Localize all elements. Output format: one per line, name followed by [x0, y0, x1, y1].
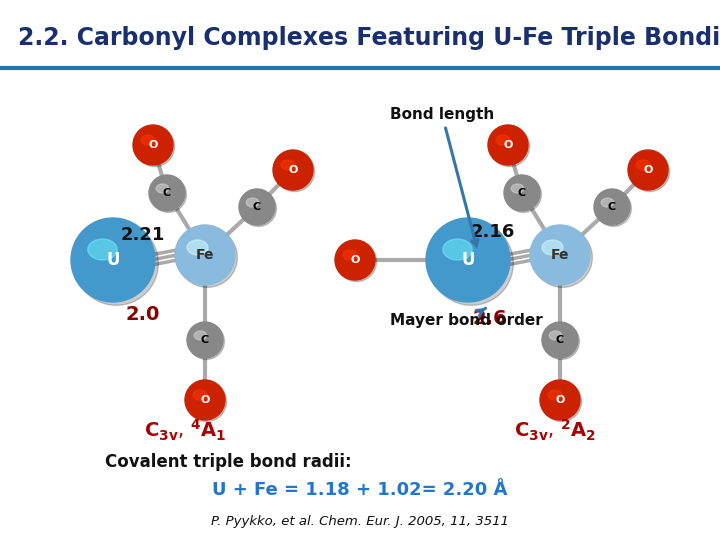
Text: O: O: [200, 395, 210, 405]
Text: U: U: [107, 251, 120, 269]
Circle shape: [532, 227, 593, 287]
Text: O: O: [351, 255, 360, 265]
Circle shape: [594, 189, 630, 225]
Ellipse shape: [187, 240, 208, 255]
Text: $\bf{C_{3v}}$, $^{\bf{2}}\bf{A_2}$: $\bf{C_{3v}}$, $^{\bf{2}}\bf{A_2}$: [514, 417, 596, 443]
Text: C: C: [608, 202, 616, 212]
Circle shape: [629, 152, 670, 192]
Circle shape: [540, 380, 580, 420]
Text: 2.16: 2.16: [471, 223, 516, 241]
Text: Covalent triple bond radii:: Covalent triple bond radii:: [105, 453, 351, 471]
Circle shape: [274, 152, 315, 192]
Text: O: O: [288, 165, 297, 175]
Circle shape: [337, 241, 377, 281]
Text: C: C: [201, 335, 209, 345]
Ellipse shape: [281, 160, 295, 170]
Text: 2.0: 2.0: [126, 306, 160, 325]
Ellipse shape: [542, 240, 563, 255]
Circle shape: [429, 221, 513, 305]
Circle shape: [488, 125, 528, 165]
Text: O: O: [148, 140, 158, 150]
Text: U: U: [462, 251, 474, 269]
Text: Bond length: Bond length: [390, 107, 494, 246]
Circle shape: [175, 225, 235, 285]
Ellipse shape: [88, 239, 117, 260]
Ellipse shape: [496, 135, 510, 145]
Circle shape: [530, 225, 590, 285]
Text: O: O: [503, 140, 513, 150]
Circle shape: [71, 218, 155, 302]
Ellipse shape: [511, 184, 523, 193]
Circle shape: [239, 189, 275, 225]
Text: U + Fe = 1.18 + 1.02= 2.20 Å: U + Fe = 1.18 + 1.02= 2.20 Å: [212, 481, 508, 499]
Text: P. Pyykko, et al. Chem. Eur. J. 2005, 11, 3511: P. Pyykko, et al. Chem. Eur. J. 2005, 11…: [211, 516, 509, 529]
Circle shape: [189, 323, 225, 360]
Circle shape: [135, 126, 174, 167]
Text: Fe: Fe: [551, 248, 570, 262]
Circle shape: [273, 150, 313, 190]
Ellipse shape: [156, 184, 168, 193]
Circle shape: [541, 382, 582, 422]
Circle shape: [544, 323, 580, 360]
Circle shape: [595, 191, 631, 226]
Ellipse shape: [636, 160, 650, 170]
Text: Fe: Fe: [196, 248, 215, 262]
Circle shape: [240, 191, 276, 226]
Ellipse shape: [193, 390, 207, 400]
Circle shape: [74, 221, 158, 305]
Text: C: C: [556, 335, 564, 345]
Ellipse shape: [548, 390, 562, 400]
Ellipse shape: [141, 135, 155, 145]
Circle shape: [505, 177, 541, 212]
Ellipse shape: [549, 331, 562, 340]
Text: Mayer bond order: Mayer bond order: [390, 308, 543, 327]
Ellipse shape: [246, 198, 258, 207]
Circle shape: [133, 125, 173, 165]
Text: 2.21: 2.21: [121, 226, 165, 244]
Ellipse shape: [443, 239, 472, 260]
Text: $\bf{C_{3v}}$, $^{\bf{4}}\bf{A_1}$: $\bf{C_{3v}}$, $^{\bf{4}}\bf{A_1}$: [144, 417, 226, 443]
Ellipse shape: [601, 198, 613, 207]
Text: C: C: [518, 188, 526, 198]
Circle shape: [185, 380, 225, 420]
Text: C: C: [163, 188, 171, 198]
Circle shape: [150, 177, 186, 212]
Circle shape: [426, 218, 510, 302]
Circle shape: [504, 175, 540, 211]
Circle shape: [187, 322, 223, 358]
Text: O: O: [643, 165, 653, 175]
Circle shape: [186, 382, 227, 422]
Text: C: C: [253, 202, 261, 212]
Circle shape: [628, 150, 668, 190]
Text: 2.6: 2.6: [473, 308, 508, 327]
Circle shape: [177, 227, 238, 287]
Ellipse shape: [343, 250, 357, 260]
Circle shape: [335, 240, 375, 280]
Circle shape: [149, 175, 185, 211]
Text: 2.2. Carbonyl Complexes Featuring U-Fe Triple Bonding: 2.2. Carbonyl Complexes Featuring U-Fe T…: [18, 26, 720, 50]
Ellipse shape: [194, 331, 207, 340]
Text: O: O: [555, 395, 564, 405]
Circle shape: [542, 322, 578, 358]
Circle shape: [490, 126, 530, 167]
